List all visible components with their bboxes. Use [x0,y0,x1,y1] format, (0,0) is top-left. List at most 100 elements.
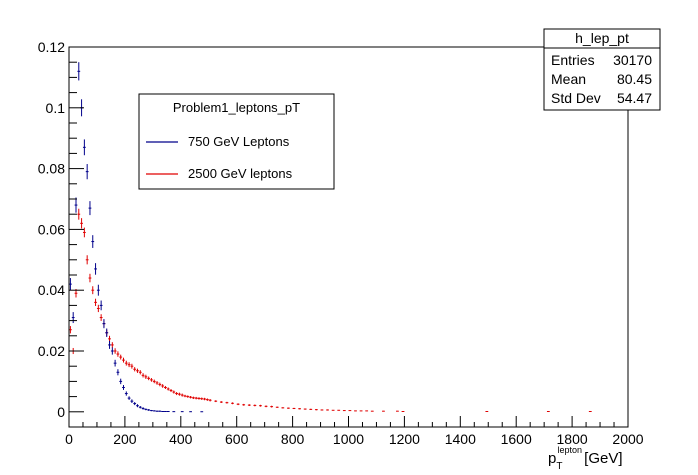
data-point [110,342,114,348]
data-point [116,369,120,376]
data-point [225,401,229,404]
data-point [203,397,206,401]
data-point [108,335,111,342]
x-axis-label-sup: lepton [557,445,582,455]
data-point [147,376,151,381]
data-point [175,392,179,396]
data-point [113,348,117,354]
data-point [102,319,106,329]
y-tick-label: 0.02 [38,343,65,359]
data-point [82,139,86,156]
data-point [127,396,131,400]
data-point [359,410,363,412]
x-tick-label: 800 [281,431,305,447]
legend: Problem1_leptons_pT 750 GeV Leptons 2500… [138,93,335,190]
y-tick-label: 0.08 [38,161,65,177]
data-point [183,394,187,398]
data-point [264,405,268,408]
stats-stddev-value: 54.47 [617,90,652,106]
data-point [309,408,313,410]
data-point [110,347,114,355]
data-point [127,362,131,368]
data-point [138,370,142,375]
series-1 [69,208,592,412]
data-point [91,286,95,295]
data-point [337,409,341,411]
data-point [91,235,95,248]
data-point [152,410,156,412]
data-point [161,410,165,412]
data-point [82,227,86,238]
x-axis-label-unit: [GeV] [580,450,623,467]
x-tick-label: 1800 [557,431,588,447]
data-point [189,411,192,413]
data-point [136,368,139,373]
data-point [108,340,111,349]
y-tick-label: 0.12 [38,39,65,55]
data-point [342,410,346,412]
x-tick-label: 1000 [333,431,364,447]
data-point [270,405,274,408]
data-point [236,403,240,406]
data-point [287,407,290,409]
data-point [259,404,262,407]
stats-title: h_lep_pt [575,30,629,46]
data-point [141,373,145,378]
x-tick-label: 2000 [612,431,643,447]
data-point [348,410,352,412]
data-point [119,378,123,385]
data-point [370,410,374,412]
x-tick-label: 200 [113,431,137,447]
data-point [214,400,218,403]
data-point [124,360,128,366]
stats-entries-label: Entries [551,52,595,68]
data-point [200,411,204,413]
data-point [298,408,301,410]
x-axis-label: pTlepton [GeV] [548,445,623,472]
y-tick-label: 0 [57,404,65,420]
data-point [197,397,201,400]
data-point [152,379,156,384]
data-point [178,392,181,396]
data-point [247,404,251,407]
data-point [88,201,92,216]
data-point [546,410,550,412]
data-point [136,404,139,408]
data-point [88,273,92,283]
data-point [116,351,120,357]
legend-label-750: 750 GeV Leptons [188,134,290,149]
stats-box-frame [543,28,661,111]
data-point [365,410,369,412]
data-point [141,407,145,410]
data-point [105,328,109,338]
data-point [275,406,279,408]
data-point [144,374,148,379]
data-point [180,393,184,397]
data-point [314,409,318,411]
stats-mean-label: Mean [551,71,586,87]
data-point [231,402,234,405]
data-point [189,395,192,399]
data-point [242,403,246,406]
stats-box: h_lep_pt Entries 30170 Mean 80.45 Std De… [543,28,661,111]
x-tick-label: 600 [225,431,249,447]
x-axis-label-sub: T [556,461,562,472]
data-point [169,389,173,393]
axes: 0 200 400 600 800 1000 1200 1400 1600 1800 2000 0 0.… [38,39,644,447]
data-point [155,381,159,385]
series-0 [69,62,204,413]
data-point [331,409,335,411]
data-point [150,378,153,382]
data-marks [69,62,592,413]
data-point [158,382,162,387]
data-point [166,387,170,391]
data-point [77,208,81,220]
x-tick-label: 1200 [389,431,420,447]
x-axis-label-main: p [548,450,556,467]
data-point [122,385,125,390]
data-point [485,410,489,412]
data-point [219,401,223,403]
x-tick-label: 400 [169,431,193,447]
data-point [205,398,209,401]
data-point [94,298,97,307]
